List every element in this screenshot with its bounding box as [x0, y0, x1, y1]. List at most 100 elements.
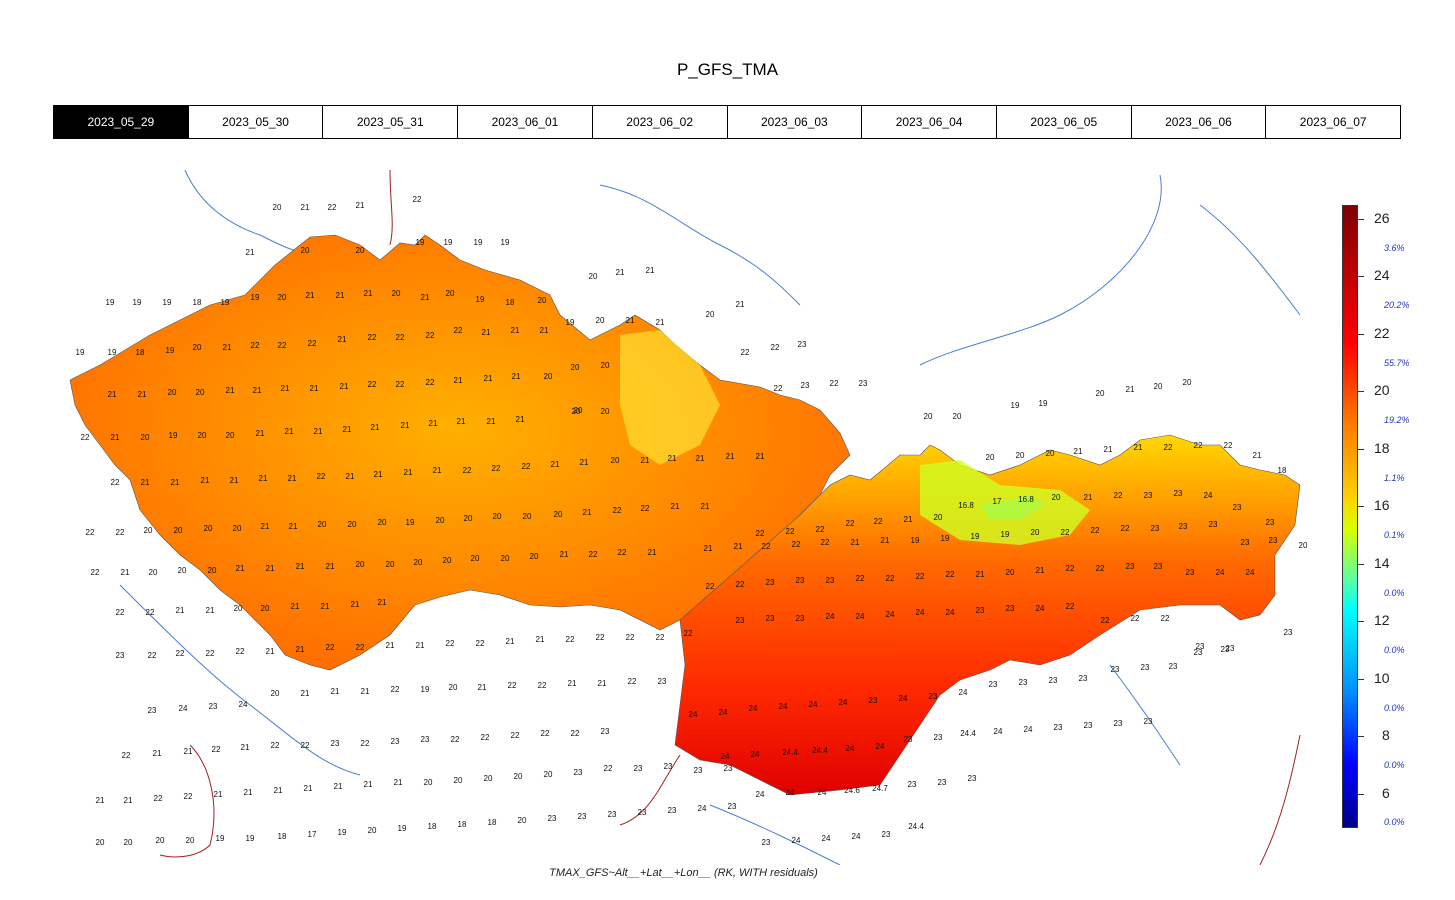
svg-text:23: 23: [1006, 604, 1015, 613]
svg-text:21: 21: [274, 786, 283, 795]
svg-text:21: 21: [310, 384, 319, 393]
svg-text:23: 23: [1179, 522, 1188, 531]
svg-text:21: 21: [289, 522, 298, 531]
svg-text:22: 22: [122, 751, 131, 760]
svg-text:24: 24: [856, 612, 865, 621]
svg-text:24: 24: [839, 698, 848, 707]
date-tabs: 2023_05_29 2023_05_30 2023_05_31 2023_06…: [53, 105, 1401, 139]
svg-text:21: 21: [138, 390, 147, 399]
svg-text:21: 21: [176, 606, 185, 615]
svg-text:21: 21: [259, 474, 268, 483]
tab-2023-05-30[interactable]: 2023_05_30: [187, 106, 323, 138]
river-line: [1199, 204, 1301, 316]
tab-2023-06-06[interactable]: 2023_06_06: [1130, 106, 1266, 138]
svg-text:20: 20: [572, 407, 581, 416]
svg-text:21: 21: [226, 386, 235, 395]
svg-text:21: 21: [560, 550, 569, 559]
svg-text:21: 21: [648, 548, 657, 557]
temperature-map: 20 21 22 21 22 19 19 19 19 21 20 20 20 21 21 19 19 19…: [69, 169, 1308, 865]
model-caption: TMAX_GFS~Alt__+Lat__+Lon__ (RK, WITH res…: [549, 867, 818, 879]
svg-text:22: 22: [1131, 614, 1140, 623]
svg-text:22: 22: [396, 380, 405, 389]
svg-text:23: 23: [634, 764, 643, 773]
svg-text:21: 21: [301, 203, 310, 212]
svg-text:21: 21: [236, 564, 245, 573]
tab-2023-06-05[interactable]: 2023_06_05: [995, 106, 1131, 138]
tab-2023-05-29[interactable]: 2023_05_29: [54, 106, 188, 138]
svg-text:24: 24: [1216, 568, 1225, 577]
svg-text:23: 23: [1154, 562, 1163, 571]
svg-text:22: 22: [356, 643, 365, 652]
svg-text:21: 21: [371, 423, 380, 432]
svg-text:23: 23: [658, 677, 667, 686]
svg-text:20: 20: [196, 388, 205, 397]
svg-text:18: 18: [193, 298, 202, 307]
svg-text:19: 19: [911, 536, 920, 545]
svg-text:23: 23: [1111, 665, 1120, 674]
svg-text:21: 21: [1104, 445, 1113, 454]
svg-text:19: 19: [416, 238, 425, 247]
svg-text:19: 19: [474, 238, 483, 247]
svg-text:23: 23: [938, 778, 947, 787]
svg-text:24.4: 24.4: [782, 748, 798, 757]
svg-text:21: 21: [598, 679, 607, 688]
svg-text:22: 22: [846, 519, 855, 528]
tick-mark: [1358, 276, 1364, 277]
svg-text:22: 22: [81, 433, 90, 442]
svg-text:21: 21: [580, 458, 589, 467]
svg-text:19: 19: [1011, 401, 1020, 410]
svg-text:22: 22: [792, 540, 801, 549]
svg-text:22: 22: [251, 341, 260, 350]
svg-text:21: 21: [482, 328, 491, 337]
tab-2023-06-01[interactable]: 2023_06_01: [457, 106, 592, 138]
svg-text:21: 21: [201, 476, 210, 485]
svg-text:18: 18: [278, 832, 287, 841]
svg-text:23: 23: [1221, 645, 1230, 654]
svg-text:19: 19: [971, 532, 980, 541]
svg-text:20: 20: [596, 316, 605, 325]
svg-text:24.4: 24.4: [908, 822, 924, 831]
svg-text:19: 19: [338, 828, 347, 837]
svg-text:23: 23: [608, 810, 617, 819]
svg-text:21: 21: [671, 502, 680, 511]
svg-text:23: 23: [989, 680, 998, 689]
svg-text:23: 23: [1174, 489, 1183, 498]
svg-text:21: 21: [281, 384, 290, 393]
svg-text:21: 21: [487, 417, 496, 426]
svg-text:20: 20: [271, 689, 280, 698]
svg-text:24: 24: [751, 750, 760, 759]
tab-2023-06-04[interactable]: 2023_06_04: [861, 106, 996, 138]
svg-text:20: 20: [156, 836, 165, 845]
legend-pct: 55.7%: [1384, 358, 1410, 368]
svg-text:19: 19: [106, 298, 115, 307]
svg-text:20: 20: [168, 388, 177, 397]
border-line: [389, 169, 393, 246]
svg-text:20: 20: [141, 433, 150, 442]
svg-text:21: 21: [374, 470, 383, 479]
svg-text:19: 19: [169, 431, 178, 440]
legend-pct: 1.1%: [1384, 473, 1405, 483]
svg-text:23: 23: [1284, 628, 1293, 637]
svg-text:21: 21: [881, 536, 890, 545]
legend-tick: 10: [1374, 670, 1390, 686]
svg-text:23: 23: [694, 766, 703, 775]
svg-text:23: 23: [801, 381, 810, 390]
svg-text:20: 20: [144, 526, 153, 535]
svg-text:19: 19: [476, 295, 485, 304]
svg-text:20: 20: [234, 604, 243, 613]
tab-2023-06-07[interactable]: 2023_06_07: [1265, 106, 1401, 138]
tab-2023-06-02[interactable]: 2023_06_02: [591, 106, 727, 138]
tab-2023-06-03[interactable]: 2023_06_03: [726, 106, 862, 138]
svg-text:20: 20: [414, 558, 423, 567]
svg-text:19: 19: [1001, 530, 1010, 539]
svg-text:21: 21: [478, 683, 487, 692]
svg-text:22: 22: [589, 550, 598, 559]
tab-2023-05-31[interactable]: 2023_05_31: [322, 106, 458, 138]
svg-text:22: 22: [278, 341, 287, 350]
svg-text:23: 23: [1241, 538, 1250, 547]
svg-text:22: 22: [1066, 602, 1075, 611]
svg-text:23: 23: [601, 727, 610, 736]
river-line: [119, 584, 361, 776]
svg-text:21: 21: [108, 390, 117, 399]
svg-text:18: 18: [458, 820, 467, 829]
